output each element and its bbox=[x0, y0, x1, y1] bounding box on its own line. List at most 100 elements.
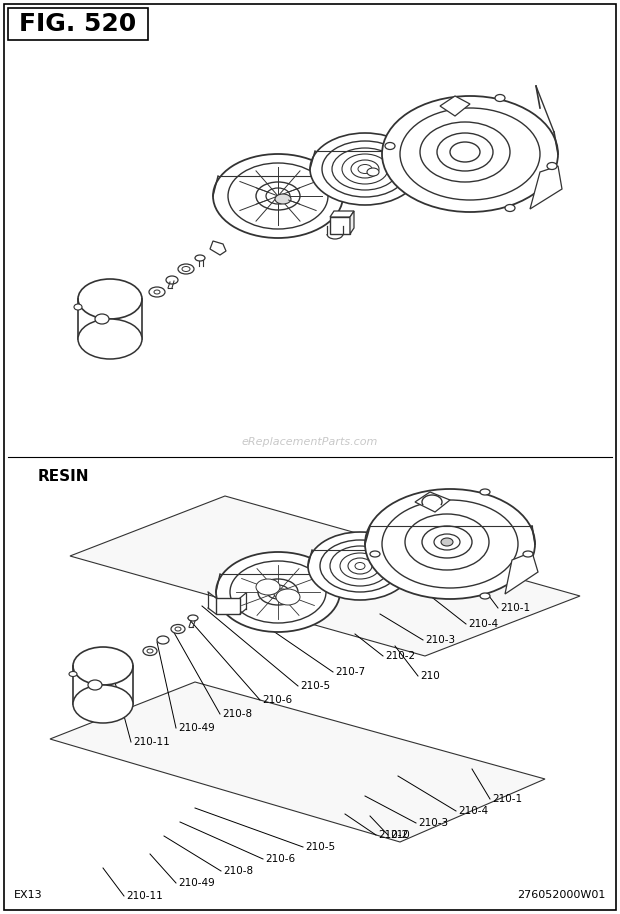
Ellipse shape bbox=[348, 558, 372, 574]
Text: 276052000W01: 276052000W01 bbox=[518, 890, 606, 900]
Ellipse shape bbox=[78, 319, 142, 359]
Ellipse shape bbox=[69, 672, 77, 676]
Polygon shape bbox=[216, 598, 240, 614]
Ellipse shape bbox=[400, 108, 540, 200]
Ellipse shape bbox=[143, 646, 157, 655]
Text: RESIN: RESIN bbox=[38, 469, 89, 484]
Polygon shape bbox=[210, 241, 226, 255]
Ellipse shape bbox=[370, 551, 380, 557]
Polygon shape bbox=[530, 166, 562, 209]
Ellipse shape bbox=[256, 579, 280, 595]
Ellipse shape bbox=[256, 182, 300, 210]
Ellipse shape bbox=[216, 552, 340, 632]
Polygon shape bbox=[505, 552, 538, 594]
Ellipse shape bbox=[385, 143, 395, 150]
Text: 210-49: 210-49 bbox=[178, 878, 215, 888]
Ellipse shape bbox=[367, 168, 379, 176]
Text: FIG. 520: FIG. 520 bbox=[19, 12, 136, 36]
Ellipse shape bbox=[276, 589, 300, 605]
Text: 210-6: 210-6 bbox=[262, 695, 292, 705]
Polygon shape bbox=[330, 217, 350, 234]
Ellipse shape bbox=[330, 546, 390, 586]
Ellipse shape bbox=[547, 163, 557, 169]
Ellipse shape bbox=[420, 122, 510, 182]
Text: 210-2: 210-2 bbox=[385, 651, 415, 661]
Ellipse shape bbox=[351, 160, 379, 178]
Ellipse shape bbox=[495, 94, 505, 101]
Text: 210: 210 bbox=[420, 671, 440, 681]
Ellipse shape bbox=[480, 593, 490, 599]
Ellipse shape bbox=[228, 163, 328, 229]
Text: 210-8: 210-8 bbox=[223, 866, 253, 876]
Ellipse shape bbox=[382, 500, 518, 588]
Ellipse shape bbox=[437, 133, 493, 171]
Ellipse shape bbox=[450, 142, 480, 162]
Polygon shape bbox=[70, 496, 580, 656]
Text: 210-6: 210-6 bbox=[265, 854, 295, 864]
Text: 210-3: 210-3 bbox=[425, 635, 455, 645]
Text: 210-5: 210-5 bbox=[300, 681, 330, 691]
Ellipse shape bbox=[505, 205, 515, 211]
Polygon shape bbox=[350, 211, 354, 234]
Text: 210-11: 210-11 bbox=[126, 891, 162, 901]
Text: eReplacementParts.com: eReplacementParts.com bbox=[242, 437, 378, 447]
Ellipse shape bbox=[355, 562, 365, 569]
Text: 210-4: 210-4 bbox=[458, 806, 488, 816]
Polygon shape bbox=[415, 492, 450, 512]
Ellipse shape bbox=[342, 154, 388, 184]
Ellipse shape bbox=[78, 279, 142, 319]
Text: EX13: EX13 bbox=[14, 890, 43, 900]
Ellipse shape bbox=[154, 290, 160, 294]
Polygon shape bbox=[50, 682, 545, 842]
Text: 210-3: 210-3 bbox=[418, 818, 448, 828]
Ellipse shape bbox=[258, 579, 298, 605]
Ellipse shape bbox=[267, 585, 289, 599]
Ellipse shape bbox=[332, 148, 398, 190]
Text: 210-11: 210-11 bbox=[133, 737, 170, 747]
Ellipse shape bbox=[95, 314, 109, 324]
Ellipse shape bbox=[147, 649, 153, 653]
Ellipse shape bbox=[74, 304, 82, 310]
Ellipse shape bbox=[230, 561, 326, 623]
Ellipse shape bbox=[266, 188, 290, 204]
Bar bbox=[8, 8, 148, 40]
Ellipse shape bbox=[441, 538, 453, 546]
Text: 210-8: 210-8 bbox=[222, 709, 252, 719]
Ellipse shape bbox=[178, 264, 194, 274]
Text: 210-4: 210-4 bbox=[468, 619, 498, 629]
Ellipse shape bbox=[480, 489, 490, 495]
Ellipse shape bbox=[434, 534, 460, 550]
Ellipse shape bbox=[195, 255, 205, 261]
Ellipse shape bbox=[340, 553, 380, 579]
Polygon shape bbox=[330, 211, 354, 217]
Text: 210-1: 210-1 bbox=[500, 603, 530, 613]
Ellipse shape bbox=[422, 526, 472, 558]
Ellipse shape bbox=[310, 133, 420, 205]
Ellipse shape bbox=[157, 636, 169, 644]
Ellipse shape bbox=[275, 194, 291, 204]
Ellipse shape bbox=[322, 141, 408, 197]
Ellipse shape bbox=[182, 267, 190, 271]
Ellipse shape bbox=[171, 624, 185, 633]
Ellipse shape bbox=[308, 532, 412, 600]
Ellipse shape bbox=[188, 615, 198, 621]
Text: 210-49: 210-49 bbox=[178, 723, 215, 733]
Ellipse shape bbox=[73, 647, 133, 685]
Text: 210: 210 bbox=[390, 830, 410, 840]
Ellipse shape bbox=[88, 680, 102, 690]
Ellipse shape bbox=[358, 165, 372, 174]
Ellipse shape bbox=[175, 627, 181, 631]
Ellipse shape bbox=[274, 589, 290, 599]
Text: 210-1: 210-1 bbox=[492, 794, 522, 804]
Text: 210-2: 210-2 bbox=[378, 830, 408, 840]
Ellipse shape bbox=[149, 287, 165, 297]
Ellipse shape bbox=[213, 154, 343, 238]
Ellipse shape bbox=[320, 540, 400, 592]
Ellipse shape bbox=[73, 685, 133, 723]
Polygon shape bbox=[440, 96, 470, 116]
Ellipse shape bbox=[405, 514, 489, 570]
Ellipse shape bbox=[166, 276, 178, 284]
Ellipse shape bbox=[365, 489, 535, 599]
Text: 210-7: 210-7 bbox=[335, 667, 365, 677]
Text: 210-5: 210-5 bbox=[305, 842, 335, 852]
